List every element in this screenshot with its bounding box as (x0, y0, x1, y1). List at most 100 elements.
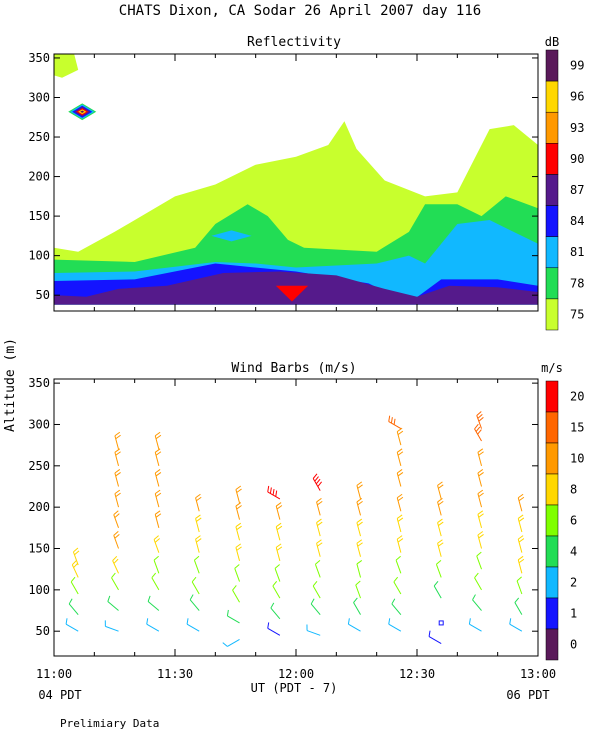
barb-feather (114, 489, 121, 495)
barb-shaft (114, 493, 120, 508)
colorbar-swatch (545, 111, 559, 144)
barb-feather (478, 472, 484, 477)
reflectivity-colorbar: 99 96 93 90 87 84 81 78 75 (545, 49, 584, 331)
barb-feather (71, 560, 77, 566)
barb-shaft (72, 551, 79, 566)
wind-barb (356, 518, 363, 537)
barb-feather (276, 525, 283, 531)
wind-barb (226, 609, 240, 624)
colorbar-swatch (545, 380, 559, 413)
colorbar-tick-label: 4 (570, 545, 577, 559)
wind-barb (355, 580, 362, 599)
wind-barb (232, 585, 240, 603)
wind-barbs-colorbar-label: m/s (541, 361, 563, 375)
barb-shaft (396, 518, 402, 533)
barb-feather (472, 594, 476, 601)
wind-barb (113, 531, 120, 549)
colorbar-swatch (545, 411, 559, 444)
barb-shaft (189, 599, 200, 611)
barb-shaft (388, 421, 402, 430)
barb-feather (517, 493, 524, 499)
barb-feather (317, 481, 323, 487)
barb-feather (114, 513, 120, 518)
wind-barb (104, 620, 119, 632)
barb-shaft (437, 522, 442, 537)
barb-feather (477, 429, 482, 435)
wind-barbs (65, 411, 525, 647)
barb-feather (478, 513, 484, 518)
wind-barb (275, 543, 283, 562)
colorbar-swatch (545, 473, 559, 506)
barb-shaft (195, 518, 200, 533)
wind-barb (272, 581, 281, 599)
wind-barb (316, 518, 323, 537)
barb-feather (194, 555, 200, 561)
barb-feather (115, 492, 121, 498)
barb-shaft (310, 603, 321, 615)
barb-feather (68, 598, 73, 605)
barb-shaft (71, 564, 79, 578)
barb-feather (235, 543, 242, 548)
wind-barb (154, 489, 162, 508)
barb-feather (355, 580, 361, 586)
barb-feather (275, 522, 282, 528)
barb-feather (438, 484, 444, 489)
barb-feather (269, 487, 272, 494)
barb-feather (396, 493, 403, 499)
barb-shaft (517, 497, 523, 512)
barb-shaft (153, 559, 160, 574)
barb-feather (476, 411, 482, 416)
barb-feather (155, 472, 162, 477)
barb-feather (147, 595, 151, 602)
barb-feather (274, 564, 280, 569)
barb-feather (65, 618, 68, 625)
colorbar-tick-label: 90 (570, 152, 584, 166)
reflectivity-contours (54, 54, 538, 305)
barb-shaft (517, 559, 523, 574)
wind-barbs-title: Wind Barbs (m/s) (231, 361, 356, 376)
wind-barb (222, 639, 240, 647)
barb-feather (397, 538, 404, 543)
wind-barb (151, 572, 160, 591)
wind-barb (517, 514, 525, 533)
barb-shaft (396, 538, 402, 553)
barb-shaft (146, 623, 160, 632)
barb-shaft (396, 497, 402, 512)
barb-feather (236, 525, 242, 531)
reflectivity-patch (275, 285, 309, 302)
colorbar-swatch (545, 143, 559, 175)
barb-shaft (195, 538, 200, 553)
barb-shaft (154, 472, 160, 487)
barb-feather (195, 535, 201, 540)
barb-feather (437, 481, 443, 486)
barb-shaft (113, 535, 120, 549)
barb-shaft (396, 431, 402, 446)
wind-barb (396, 514, 404, 533)
barb-shaft (154, 452, 160, 466)
barb-shaft (235, 526, 241, 541)
barb-feather (113, 531, 119, 536)
colorbar-tick-label: 1 (570, 607, 577, 621)
barb-feather (154, 489, 161, 495)
barb-feather (517, 555, 524, 561)
barb-feather (477, 448, 484, 453)
barb-feather (276, 546, 283, 551)
barb-feather (154, 469, 161, 474)
wind-barb (396, 469, 404, 487)
barb-feather (391, 598, 396, 605)
x-tick-label: 11:30 (157, 667, 193, 681)
wind-barb (388, 618, 402, 632)
wind-barb (514, 597, 523, 615)
y-tick-label: 100 (28, 583, 50, 597)
wind-barb (186, 618, 200, 632)
colorbar-tick-label: 84 (570, 214, 584, 228)
barb-shaft (396, 472, 402, 487)
wind-barb (306, 624, 321, 636)
wind-barb (517, 535, 525, 553)
colorbar-swatch (545, 49, 559, 82)
x-tick-label: 12:30 (399, 667, 435, 681)
wind-barb (154, 469, 162, 487)
barb-feather (357, 542, 363, 547)
